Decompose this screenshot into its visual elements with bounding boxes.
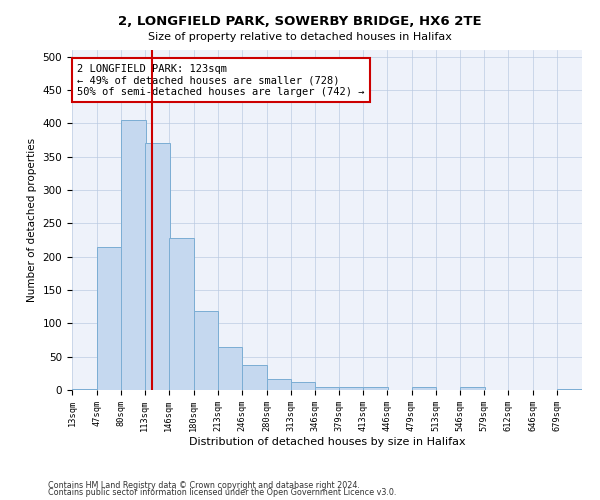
Bar xyxy=(242,364,266,390)
Bar xyxy=(194,312,218,390)
Bar xyxy=(72,388,97,390)
Text: Contains HM Land Registry data © Crown copyright and database right 2024.: Contains HM Land Registry data © Crown c… xyxy=(48,480,360,490)
Text: Size of property relative to detached houses in Halifax: Size of property relative to detached ho… xyxy=(148,32,452,42)
Text: 2, LONGFIELD PARK, SOWERBY BRIDGE, HX6 2TE: 2, LONGFIELD PARK, SOWERBY BRIDGE, HX6 2… xyxy=(118,15,482,28)
Bar xyxy=(266,378,291,390)
Bar xyxy=(412,388,436,390)
X-axis label: Distribution of detached houses by size in Halifax: Distribution of detached houses by size … xyxy=(188,437,466,447)
Y-axis label: Number of detached properties: Number of detached properties xyxy=(27,138,37,302)
Bar xyxy=(290,382,316,390)
Bar xyxy=(460,386,485,390)
Text: 2 LONGFIELD PARK: 123sqm
← 49% of detached houses are smaller (728)
50% of semi-: 2 LONGFIELD PARK: 123sqm ← 49% of detach… xyxy=(77,64,365,97)
Bar xyxy=(218,346,242,390)
Bar xyxy=(169,238,194,390)
Bar xyxy=(97,246,122,390)
Bar xyxy=(364,388,388,390)
Text: Contains public sector information licensed under the Open Government Licence v3: Contains public sector information licen… xyxy=(48,488,397,497)
Bar xyxy=(145,144,170,390)
Bar xyxy=(338,388,364,390)
Bar xyxy=(121,120,146,390)
Bar xyxy=(314,388,340,390)
